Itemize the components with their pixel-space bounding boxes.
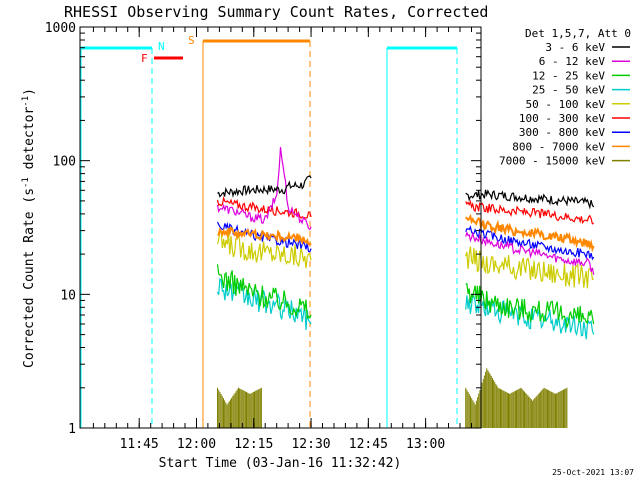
legend-label: 50 - 100 keV <box>526 98 606 111</box>
series-line-segment <box>465 246 594 289</box>
interval-annotations: NF S <box>141 34 195 65</box>
series-line-segment <box>217 226 312 246</box>
plot-frame <box>79 26 482 429</box>
y-axis-label-sup: -1 <box>21 177 31 188</box>
y-axis-label-sup2: -1 <box>21 96 31 107</box>
series-line-segment <box>465 230 595 275</box>
series-line-segment <box>465 283 595 330</box>
y-tick-label: 10 <box>60 288 76 303</box>
x-tick-label: 12:00 <box>177 437 216 452</box>
series-100-300-kev <box>216 195 594 225</box>
annotation-n: N <box>158 40 165 53</box>
series-50-100-kev <box>216 229 594 289</box>
x-tick-label: 11:45 <box>120 437 159 452</box>
series-800-7000-kev <box>217 213 595 253</box>
chart-title: RHESSI Observing Summary Count Rates, Co… <box>64 3 488 21</box>
legend-label: 25 - 50 keV <box>532 84 605 97</box>
legend-header: Det 1,5,7, Att 0 <box>525 27 631 40</box>
x-tick-label: 12:15 <box>234 437 273 452</box>
series-6-12-kev <box>216 147 595 275</box>
y-axis-label-end: ) <box>22 88 37 96</box>
series-line-segment <box>216 195 312 219</box>
series-line-segment <box>217 175 312 198</box>
legend-label: 100 - 300 keV <box>519 112 605 125</box>
legend-label: 6 - 12 keV <box>539 55 606 68</box>
y-axis-label-mid: detector <box>22 107 37 178</box>
y-tick-label: 100 <box>53 155 76 170</box>
x-tick-label: 12:30 <box>291 437 330 452</box>
generation-timestamp: 25-Oct-2021 13:07 <box>552 468 634 477</box>
series-line-segment <box>465 199 594 225</box>
annotation-f: F <box>141 52 148 65</box>
observing-intervals <box>80 39 458 428</box>
series-3-6-kev <box>217 175 595 210</box>
y-axis-label: Corrected Count Rate (s-1 detector-1) <box>21 88 37 368</box>
legend-label: 800 - 7000 keV <box>512 140 605 153</box>
y-axis-ticks: 1 10 100 1000 <box>45 21 481 437</box>
series-line-segment <box>216 277 312 331</box>
series-line-segment <box>216 264 312 320</box>
x-axis-ticks: 11:45 12:00 12:15 12:30 12:45 13:00 <box>92 27 472 452</box>
y-axis-label-main: Corrected Count Rate (s <box>22 188 37 368</box>
series-lines <box>216 147 595 428</box>
y-tick-label: 1000 <box>45 21 76 36</box>
series-line-segment <box>465 225 595 261</box>
series-line-segment <box>464 213 595 253</box>
x-tick-label: 12:45 <box>349 437 388 452</box>
annotation-s: S <box>188 34 195 47</box>
series-line-segment <box>216 229 312 269</box>
x-tick-label: 13:00 <box>406 437 445 452</box>
series-7000-15000-kev <box>217 368 568 428</box>
series-12-25-kev <box>216 264 595 330</box>
series-line-segment <box>216 147 312 231</box>
x-axis-label: Start Time (03-Jan-16 11:32:42) <box>159 456 402 471</box>
legend-label: 12 - 25 keV <box>532 69 605 82</box>
series-line-segment <box>465 189 595 210</box>
legend-label: 300 - 800 keV <box>519 126 605 139</box>
legend-label: 7000 - 15000 keV <box>499 155 605 168</box>
y-tick-label: 1 <box>68 422 76 437</box>
legend-label: 3 - 6 keV <box>545 41 605 54</box>
